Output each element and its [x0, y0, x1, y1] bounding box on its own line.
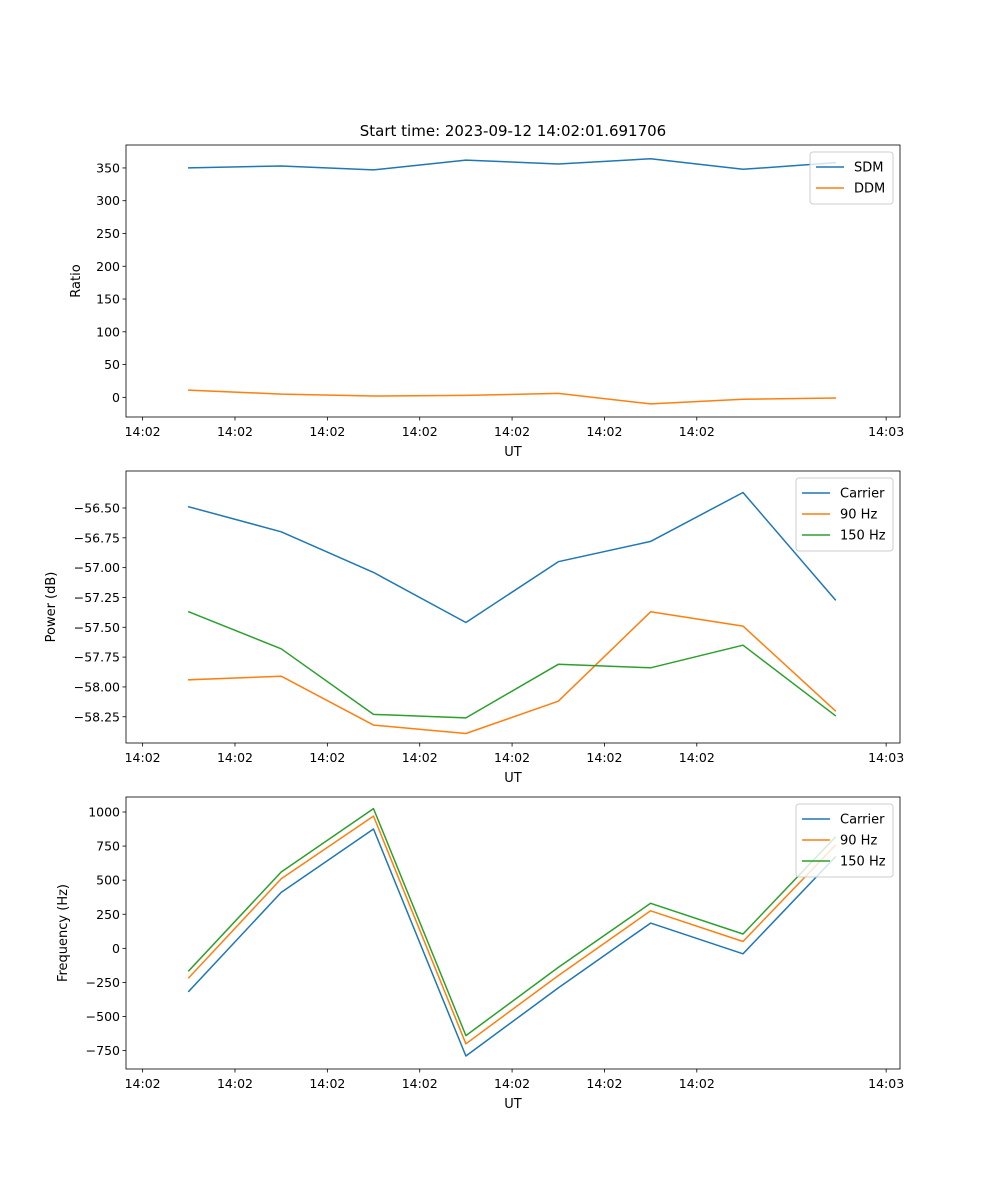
legend-label: Carrier — [840, 487, 885, 502]
x-tick-label: 14:02 — [586, 424, 622, 439]
y-axis-label: Frequency (Hz) — [56, 884, 71, 982]
y-tick-label: 500 — [96, 873, 120, 888]
x-tick-label: 14:02 — [494, 424, 530, 439]
x-tick-label: 14:03 — [868, 424, 904, 439]
legend: SDM DDM — [809, 151, 894, 205]
y-tick-label: 1000 — [88, 804, 120, 819]
x-tick-label: 14:02 — [125, 424, 161, 439]
legend-label: 150 Hz — [840, 529, 886, 544]
x-tick-label: 14:02 — [494, 750, 530, 765]
subplot-1: 0 50 100 150 200 250 300 350 14:02 14:02 14:02 14:0… — [69, 144, 904, 460]
legend-box — [795, 477, 894, 552]
x-tick-label: 14:02 — [309, 424, 345, 439]
axes-frame — [125, 144, 901, 418]
y-tick-label: 200 — [96, 259, 120, 274]
x-tick-label: 14:02 — [309, 1076, 345, 1091]
y-axis-label: Ratio — [69, 264, 84, 297]
x-tick-label: 14:02 — [494, 1076, 530, 1091]
x-tick-label: 14:02 — [125, 1076, 161, 1091]
y-tick-label: 250 — [96, 226, 120, 241]
axes-frame — [125, 796, 901, 1070]
y-tick-label: 750 — [96, 839, 120, 854]
x-axis-label: UT — [504, 771, 522, 786]
legend: Carrier 90 Hz 150 Hz — [795, 477, 894, 552]
y-tick-label: 50 — [104, 357, 120, 372]
y-tick-label: −57.25 — [74, 590, 120, 605]
series-line-150-hz — [187, 610, 837, 719]
subplot-3: −750 −500 −250 0 250 500 750 1000 14:02 14:02 14:0… — [56, 796, 904, 1112]
legend-label: 150 Hz — [840, 855, 886, 870]
y-tick-label: −500 — [86, 1009, 120, 1024]
y-tick-label: 0 — [112, 390, 120, 405]
figure-title: Start time: 2023-09-12 14:02:01.691706 — [360, 122, 666, 140]
legend-label: 90 Hz — [840, 508, 877, 523]
subplot-2: −58.25 −58.00 −57.75 −57.50 −57.25 −57.00 −56.… — [44, 470, 904, 786]
x-tick-label: 14:02 — [679, 424, 715, 439]
y-tick-label: 150 — [96, 292, 120, 307]
x-tick-label: 14:02 — [217, 750, 253, 765]
y-tick-label: −56.50 — [74, 500, 120, 515]
series-line-90-hz — [188, 611, 837, 735]
y-tick-label: 300 — [96, 193, 120, 208]
series-line-150-hz — [187, 807, 837, 1037]
x-tick-label: 14:02 — [309, 750, 345, 765]
x-axis-label: UT — [504, 1097, 522, 1112]
y-tick-label: 100 — [96, 324, 120, 339]
legend-label: SDM — [854, 161, 883, 176]
legend-label: 90 Hz — [840, 834, 877, 849]
series-line-sdm — [188, 158, 837, 171]
legend: Carrier 90 Hz 150 Hz — [795, 803, 894, 878]
x-axis-label: UT — [504, 445, 522, 460]
series-line-90-hz — [187, 815, 837, 1045]
legend-label: DDM — [854, 182, 885, 197]
y-tick-label: 0 — [112, 941, 120, 956]
y-tick-label: −56.75 — [74, 530, 120, 545]
x-tick-label: 14:02 — [217, 1076, 253, 1091]
series-line-ddm — [188, 389, 837, 405]
x-tick-label: 14:02 — [125, 750, 161, 765]
legend-box — [809, 151, 894, 205]
y-tick-label: −250 — [86, 975, 120, 990]
y-tick-label: −750 — [86, 1043, 120, 1058]
subplots: 0 50 100 150 200 250 300 350 14:02 14:02 14:02 14:0… — [44, 144, 904, 1112]
axes-frame — [125, 470, 901, 744]
x-tick-label: 14:02 — [679, 1076, 715, 1091]
legend-box — [795, 803, 894, 878]
x-tick-label: 14:02 — [586, 1076, 622, 1091]
x-tick-label: 14:02 — [679, 750, 715, 765]
y-tick-label: −57.00 — [74, 560, 120, 575]
y-axis-label: Power (dB) — [44, 572, 59, 643]
x-tick-label: 14:02 — [402, 424, 438, 439]
y-tick-label: −57.75 — [74, 650, 120, 665]
y-tick-label: −57.50 — [74, 620, 120, 635]
legend-label: Carrier — [840, 813, 885, 828]
x-tick-label: 14:03 — [868, 750, 904, 765]
x-tick-label: 14:02 — [586, 750, 622, 765]
series-line-carrier — [187, 828, 837, 1057]
y-tick-label: 350 — [96, 160, 120, 175]
x-tick-label: 14:02 — [402, 1076, 438, 1091]
x-tick-label: 14:03 — [868, 1076, 904, 1091]
series-line-carrier — [187, 491, 837, 624]
y-tick-label: 250 — [96, 907, 120, 922]
x-tick-label: 14:02 — [217, 424, 253, 439]
y-tick-label: −58.25 — [74, 709, 120, 724]
y-tick-label: −58.00 — [74, 679, 120, 694]
x-tick-label: 14:02 — [402, 750, 438, 765]
